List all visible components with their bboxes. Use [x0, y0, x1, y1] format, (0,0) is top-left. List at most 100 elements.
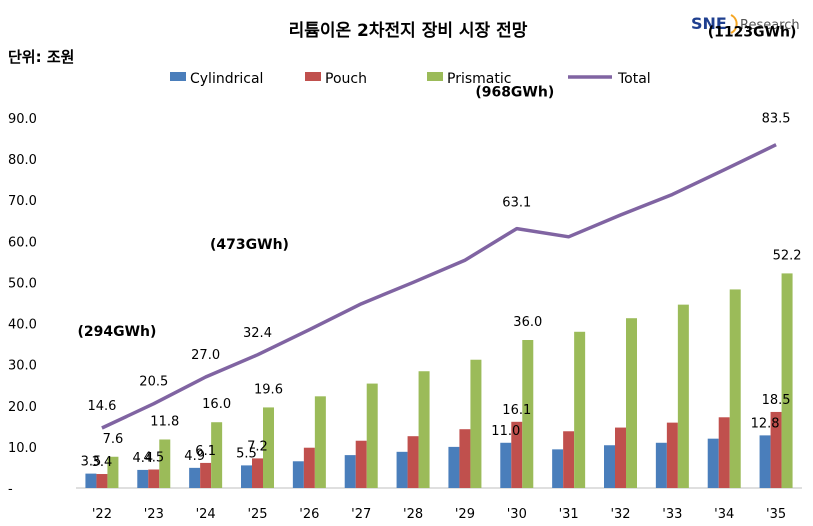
gwh-annotation: (1123GWh) — [708, 25, 797, 41]
bar-prismatic — [263, 407, 274, 488]
data-label-prismatic: 7.6 — [103, 432, 124, 447]
bar-pouch — [303, 447, 315, 488]
y-tick-label: 60.0 — [8, 235, 37, 250]
data-label-pouch: 4.5 — [143, 451, 164, 466]
y-tick-label: 80.0 — [8, 153, 37, 168]
bar-prismatic — [677, 304, 689, 488]
bar-pouch — [148, 469, 160, 488]
data-label-prismatic: 19.6 — [254, 382, 283, 397]
bar-pouch — [718, 417, 730, 488]
bar-cylindrical — [137, 469, 149, 488]
bar-cylindrical — [707, 438, 719, 488]
y-tick-label: - — [8, 482, 13, 497]
bar-pouch — [407, 436, 419, 488]
data-labels: 3.53.4 7.6 14.6 4.44.5 11.8 20.5 4.96.1 16.0 27.… — [81, 112, 802, 470]
data-label-total: 83.5 — [762, 112, 791, 127]
bar-pouch — [459, 429, 471, 488]
x-tick-label: '28 — [403, 507, 423, 522]
x-tick-label: '25 — [247, 507, 267, 522]
x-tick-label: '31 — [559, 507, 579, 522]
bars — [85, 273, 793, 488]
bar-pouch — [615, 427, 626, 488]
bar-cylindrical — [189, 467, 201, 488]
data-label-pouch: 18.5 — [762, 393, 791, 408]
x-tick-label: '34 — [714, 507, 734, 522]
x-tick-label: '29 — [455, 507, 475, 522]
bar-pouch — [200, 462, 212, 488]
x-tick-label: '22 — [92, 507, 112, 522]
bar-cylindrical — [292, 461, 304, 488]
gwh-annotation: (294GWh) — [77, 324, 156, 340]
bar-cylindrical — [604, 445, 615, 488]
y-tick-label: 70.0 — [8, 194, 37, 209]
legend-swatch-cylindrical — [170, 72, 186, 81]
x-tick-label: '30 — [507, 507, 527, 522]
bar-pouch — [252, 458, 263, 488]
bar-pouch — [770, 411, 782, 488]
data-label-pouch: 6.1 — [195, 444, 216, 459]
bar-prismatic — [314, 396, 326, 488]
data-label-prismatic: 52.2 — [773, 248, 802, 263]
x-tick-label: '33 — [662, 507, 682, 522]
data-label-total: 20.5 — [139, 375, 168, 390]
bar-cylindrical — [448, 446, 460, 488]
bar-pouch — [355, 440, 367, 488]
bar-prismatic — [211, 422, 223, 488]
bar-cylindrical — [759, 435, 771, 488]
y-tick-label: 30.0 — [8, 359, 37, 374]
y-tick-label: 20.0 — [8, 400, 37, 415]
data-label-prismatic: 36.0 — [513, 315, 542, 330]
bar-prismatic — [626, 318, 637, 488]
data-label-pouch: 16.1 — [502, 403, 531, 418]
data-label-cylindrical: 3.5 — [81, 455, 102, 470]
bar-cylindrical — [396, 451, 408, 488]
x-tick-label: '23 — [144, 507, 164, 522]
y-tick-label: 10.0 — [8, 441, 37, 456]
gwh-annotations: (294GWh) (473GWh) (968GWh) (1123GWh) — [77, 25, 796, 340]
gwh-annotation: (473GWh) — [210, 237, 289, 253]
bar-prismatic — [159, 439, 171, 488]
data-label-cylindrical: 5.5 — [236, 446, 257, 461]
bar-cylindrical — [552, 449, 564, 488]
data-label-cylindrical: 4.9 — [184, 449, 205, 464]
brand-logo-sne: SNE — [691, 14, 727, 33]
bar-prismatic — [366, 383, 378, 488]
unit-label: 단위: 조원 — [8, 48, 74, 66]
data-label-prismatic: 11.8 — [150, 414, 179, 429]
x-tick-label: '24 — [196, 507, 216, 522]
y-tick-label: 40.0 — [8, 318, 37, 333]
bar-prismatic — [522, 340, 534, 488]
legend-label-total: Total — [617, 71, 651, 87]
bar-prismatic — [574, 331, 586, 488]
data-label-cylindrical: 11.0 — [491, 424, 520, 439]
bar-pouch — [563, 431, 575, 488]
data-label-cylindrical: 12.8 — [751, 416, 780, 431]
total-line — [101, 143, 777, 430]
bar-prismatic — [729, 289, 741, 488]
bar-cylindrical — [241, 465, 252, 488]
data-label-total: 63.1 — [502, 196, 531, 211]
line-total — [101, 143, 777, 430]
data-label-pouch: 7.2 — [247, 439, 268, 454]
y-tick-label: 50.0 — [8, 276, 37, 291]
chart-title: 리튬이온 2차전지 장비 시장 전망 — [289, 21, 528, 41]
brand-logo: SNE Research — [691, 14, 800, 34]
bar-cylindrical — [655, 442, 667, 488]
legend: Cylindrical Pouch Prismatic Total — [170, 71, 651, 87]
legend-label-cylindrical: Cylindrical — [190, 71, 263, 87]
data-label-total: 32.4 — [243, 326, 272, 341]
bar-cylindrical — [344, 455, 356, 488]
x-axis: '22 '23 '24 '25 '26 '27 '28 '29 '30 '31 '32 '33 '34 '… — [76, 487, 802, 522]
bar-cylindrical — [85, 473, 97, 488]
y-tick-label: 90.0 — [8, 112, 37, 127]
bar-prismatic — [107, 456, 119, 488]
data-label-prismatic: 16.0 — [202, 397, 231, 412]
legend-swatch-prismatic — [427, 72, 443, 81]
bar-cylindrical — [500, 442, 512, 488]
legend-label-pouch: Pouch — [325, 71, 367, 87]
bar-pouch — [666, 422, 678, 488]
x-tick-label: '32 — [610, 507, 630, 522]
data-label-total: 27.0 — [191, 348, 220, 363]
x-tick-label: '27 — [351, 507, 371, 522]
